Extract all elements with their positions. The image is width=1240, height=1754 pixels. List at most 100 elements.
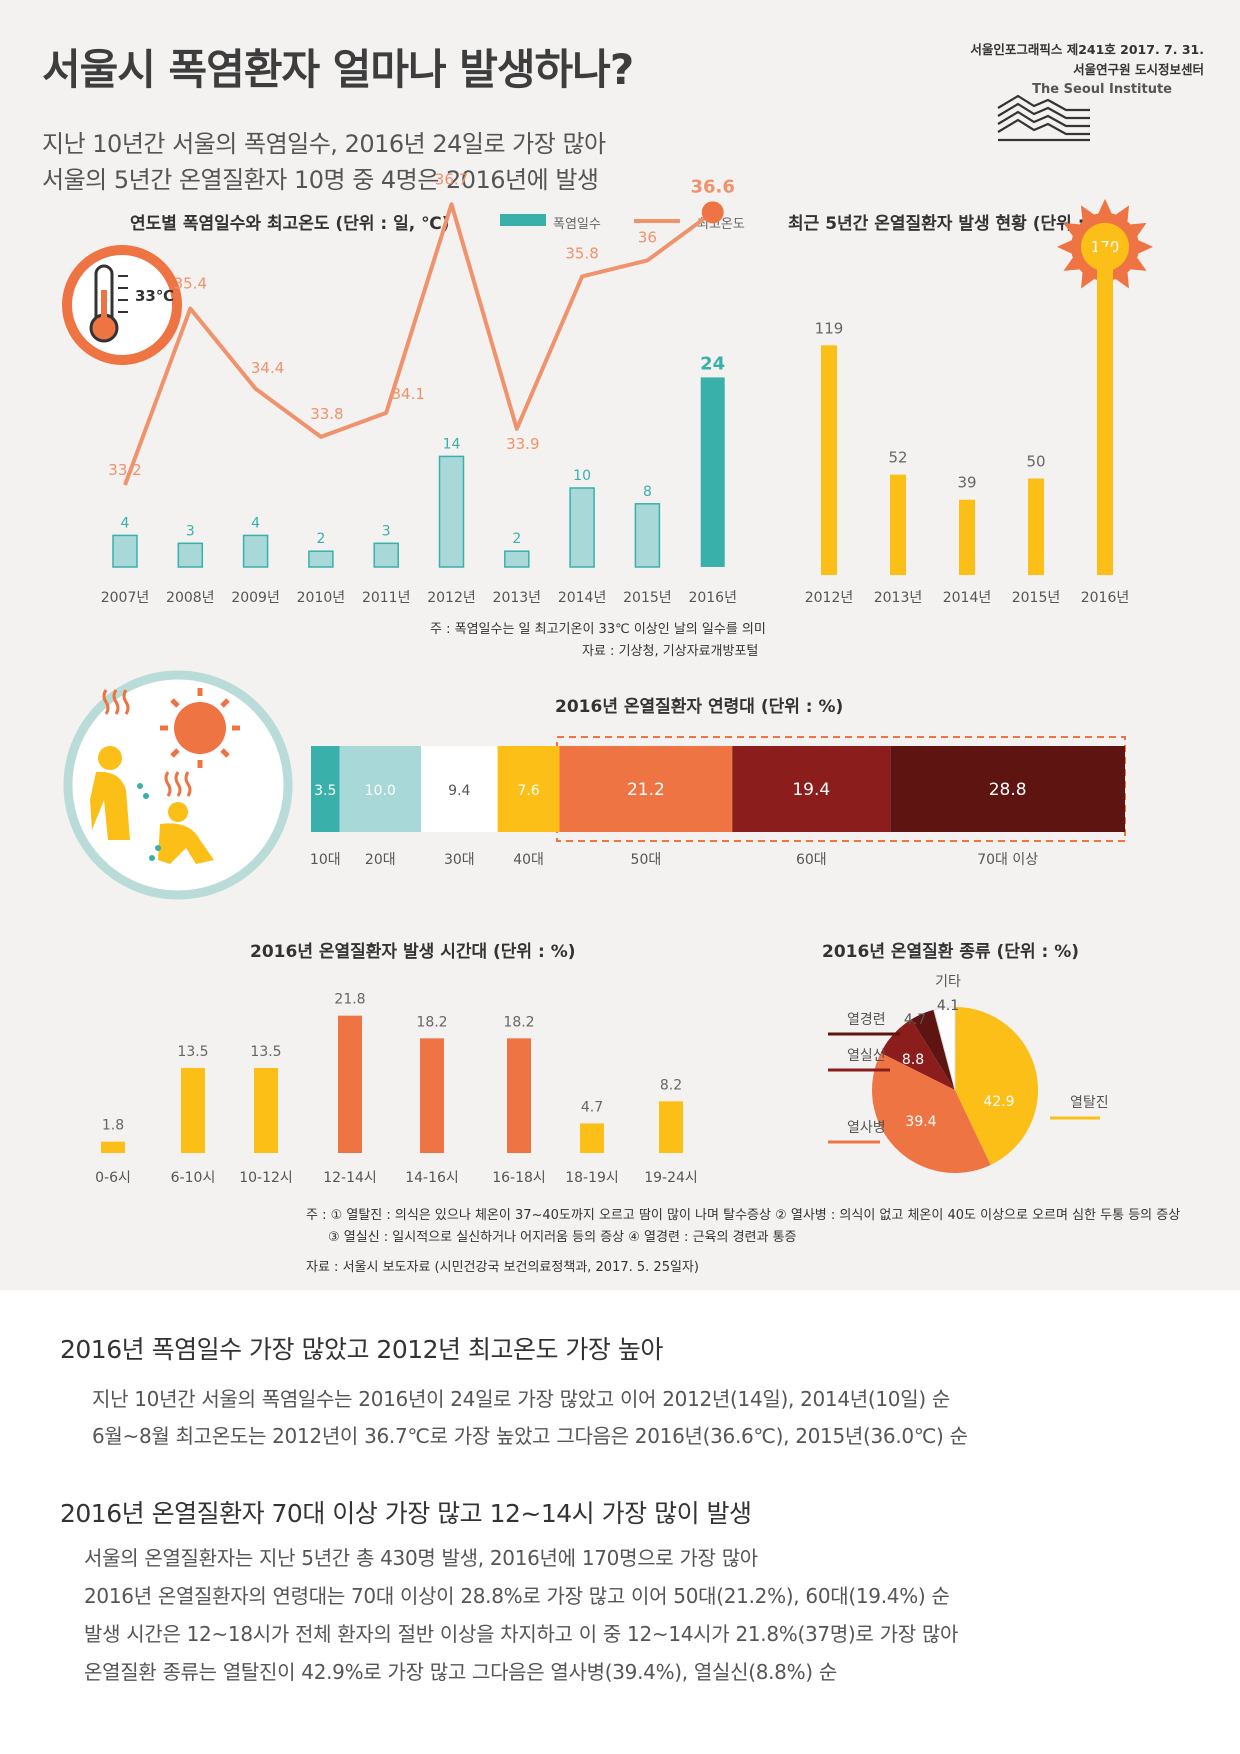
time-bar [420,1038,444,1153]
temperature-label: 34.4 [251,359,284,377]
heatwave-x-tick: 2010년 [297,590,346,606]
sun-ray [1081,205,1095,222]
summary-text-5: 발생 시간은 12~18시가 전체 환자의 절반 이상을 차지하고 이 중 12… [84,1622,959,1646]
time-label: 8.2 [660,1077,682,1093]
types-slice [880,1019,955,1090]
types-category-label: 기타 [935,974,961,990]
heatwave-x-tick: 2007년 [101,590,150,606]
types-slice [955,1007,1038,1165]
temperature-label: 33.9 [506,435,539,453]
thermometer-label: 33℃ [135,287,174,305]
charts-canvas: 33℃ 170 42007년32008년42009년22010년32011년14… [62,170,1153,1186]
age-segment-label: 9.4 [448,783,470,799]
temperature-label: 36 [638,228,657,246]
sun-ray [1063,257,1080,271]
heatwave-x-tick: 2012년 [427,590,476,606]
time-label: 18.2 [503,1014,534,1030]
heatwave-days-label: 24 [700,353,725,374]
sun-ray [1063,222,1080,237]
patients-chart: 2012년 119 2013년 52 2014년 39 2015년 50 2016년 [805,246,1130,606]
legend-label-days: 폭염일수 [553,217,601,232]
heatwave-x-tick: 2008년 [166,590,215,606]
time-label: 4.7 [581,1099,603,1115]
heatwave-note: 주 : 폭염일수는 일 최고기온이 33℃ 이상인 날의 일수를 의미 [430,622,766,637]
temperature-label: 35.8 [565,244,598,262]
age-segment [559,746,733,832]
patients-bar [1028,478,1044,575]
heatwave-chart-title: 연도별 폭염일수와 최고온도 (단위 : 일, ℃) [130,214,450,234]
types-slice [911,1009,955,1090]
time-tick: 19-24시 [644,1170,698,1186]
types-category-label: 열사병 [847,1120,886,1136]
types-category-label: 열탈진 [1070,1095,1109,1111]
temperature-label: 33.2 [108,461,141,479]
age-segment-label: 19.4 [792,780,830,800]
age-tick: 50대 [631,852,662,868]
summary-heading-2: 2016년 온열질환자 70대 이상 가장 많고 12~14시 가장 많이 발생 [60,1499,752,1528]
heatwave-x-tick: 2016년 [688,590,737,606]
heatwave-days-bar [242,534,269,568]
subtitle-1: 지난 10년간 서울의 폭염일수, 2016년 24일로 가장 많아 [42,130,606,158]
patients-bar [890,474,906,575]
time-label: 13.5 [177,1044,208,1060]
time-chart: 1.8 0-6시 13.5 6-10시 13.5 10-12시 21.8 12-14시 18.2… [95,992,698,1186]
age-tick: 60대 [796,852,827,868]
patients-bar [959,499,975,575]
summary-text-6: 온열질환 종류는 열탈진이 42.9%로 가장 많고 그다음은 열사병(39.4… [84,1660,837,1684]
time-bar [254,1067,278,1153]
heatwave-days-bar [634,503,661,568]
heatwave-days-label: 10 [573,468,591,484]
patients-x-tick: 2016년 [1081,590,1130,606]
pub-number: 서울인포그래픽스 제241호 2017. 7. 31. [970,42,1204,57]
age-tick: 30대 [444,852,475,868]
types-value-label: 39.4 [905,1114,936,1130]
heatwave-days-bar [569,487,595,568]
summary-text-4: 2016년 온열질환자의 연령대는 70대 이상이 28.8%로 가장 많고 이… [84,1584,950,1608]
age-segment-label: 21.2 [627,780,665,800]
sun-ray [1081,272,1095,289]
temperature-last-point [701,201,724,224]
time-bar [659,1101,683,1153]
types-value-label: 4.7 [904,1012,926,1028]
heatwave-days-label: 8 [643,484,652,500]
legend-swatch-temp [634,219,680,223]
types-value-label: 4.1 [937,998,959,1014]
time-bar [101,1141,125,1153]
thermometer-icon: 33℃ [62,245,182,365]
org-name-kr: 서울연구원 도시정보센터 [1073,62,1204,77]
age-chart-title: 2016년 온열질환자 연령대 (단위 : %) [555,697,844,717]
heatwave-days-label: 4 [251,515,260,531]
heatwave-days-label: 4 [121,515,130,531]
time-label: 13.5 [250,1044,281,1060]
patients-label: 119 [815,319,844,337]
heatwave-days-label: 14 [443,436,461,452]
temperature-label: 36.6 [690,176,734,197]
sun-ray [1115,272,1129,289]
temperature-label: 36.7 [435,170,468,188]
patients-label: 39 [957,474,976,492]
summary-text-3: 서울의 온열질환자는 지난 5년간 총 430명 발생, 2016년에 170명… [84,1546,758,1570]
sun-ray [1130,222,1147,237]
time-label: 1.8 [102,1118,124,1134]
patients-x-tick: 2013년 [874,590,923,606]
heatwave-x-tick: 2015년 [623,590,672,606]
heatwave-x-tick: 2011년 [362,590,411,606]
publication-info: 서울인포그래픽스 제241호 2017. 7. 31. 서울연구원 도시정보센터 [970,40,1204,80]
heatwave-chart: 4 2007년 3 2008년 4 2009년 2 2010년 3 2011년 14 2012년 2 20… [101,170,737,606]
time-tick: 18-19시 [565,1170,619,1186]
age-segment [421,746,498,832]
temperature-line [123,202,714,486]
time-tick: 14-16시 [405,1170,459,1186]
summary-text-1: 지난 10년간 서울의 폭염일수는 2016년이 24일로 가장 많았고 이어 … [92,1387,950,1411]
types-slice [871,1052,991,1173]
age-segment [497,746,560,832]
heatwave-days-label: 3 [382,523,391,539]
patients-label: 52 [888,449,907,467]
types-source: 자료 : 서울시 보도자료 (시민건강국 보건의료정책과, 2017. 5. 2… [306,1260,699,1275]
age-segment-label: 3.5 [314,783,336,799]
heatwave-days-bar [308,550,334,568]
time-bar [338,1015,362,1153]
sun-ray [1057,240,1072,254]
time-bar [580,1123,604,1153]
age-segment [311,746,340,832]
